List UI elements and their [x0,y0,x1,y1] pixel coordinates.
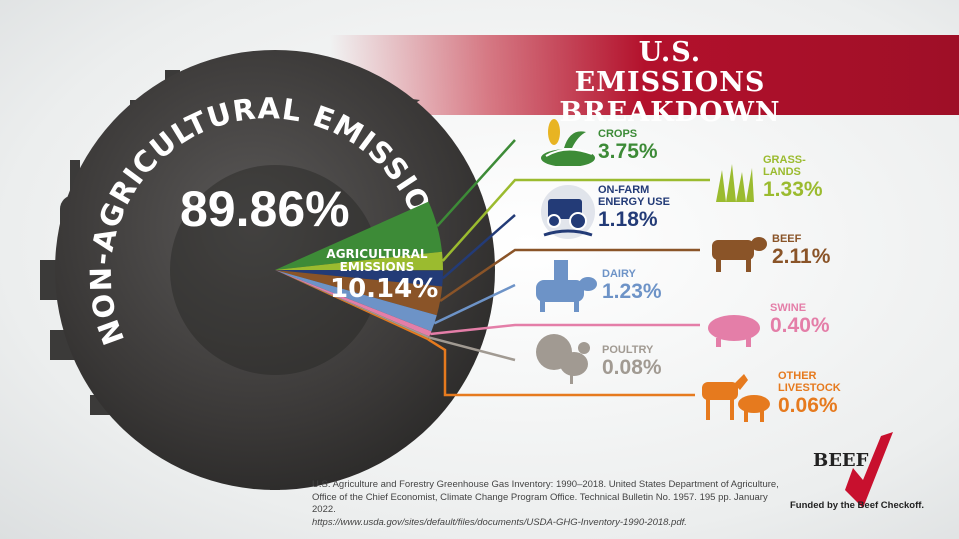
dairy-percent: 1.23% [602,280,662,303]
citation-url[interactable]: https://www.usda.gov/sites/default/files… [312,516,687,528]
other-percent: 0.06% [778,394,838,417]
leader-line-other-livestock [427,338,695,397]
energy-label: ON-FARM ENERGY USE 1.18% [598,184,670,232]
beef-cow-icon [712,237,767,272]
title-line-1: U.S. EMISSIONS [574,37,766,98]
dairy-cow-icon [536,260,597,312]
beef-name: BEEF [772,233,802,245]
leader-line-beef [439,248,700,303]
agricultural-percent: 10.14% [330,274,439,304]
leader-line-swine [430,323,700,336]
slice-crops [275,201,443,270]
grass-name-line-1: GRASS- [763,154,806,166]
non-agricultural-percent: 89.86% [180,181,350,237]
beef-percent: 2.11% [772,245,831,268]
other-name-line-1: OTHER [778,370,817,382]
slice-beef [275,270,443,316]
citation-line-1: U.S. Agriculture and Forestry Greenhouse… [312,479,779,490]
beef-label: BEEF 2.11% [772,233,830,269]
slice-dairy [275,270,437,332]
other-livestock-label: OTHER LIVESTOCK 0.06% [778,370,841,418]
leader-line-grass-lands [441,178,710,262]
swine-percent: 0.40% [770,314,830,337]
slice-grass-lands [275,251,443,271]
agricultural-label-line-1: AGRICULTURAL [326,247,428,261]
grass-icon [716,164,754,202]
energy-name-line-2: ENERGY USE [598,196,670,208]
grasslands-label: GRASS- LANDS 1.33% [763,154,823,202]
slice-on-farm-energy-use [275,270,443,287]
logo-text: BEEF [813,450,869,471]
swine-name: SWINE [770,302,807,314]
poultry-name: POULTRY [602,344,654,356]
leader-line-on-farm-energy-use [441,214,516,280]
agricultural-label: AGRICULTURAL EMISSIONS [312,248,442,274]
tractor-icon [541,185,595,239]
energy-name-line-1: ON-FARM [598,184,650,196]
leader-line-poultry [428,336,516,362]
pig-icon [708,315,760,347]
poultry-label: POULTRY 0.08% [602,344,662,380]
funded-by-text: Funded by the Beef Checkoff. [790,500,925,511]
crops-percent: 3.75% [598,140,658,163]
dairy-name: DAIRY [602,268,636,280]
swine-label: SWINE 0.40% [770,302,830,338]
leader-lines [427,139,710,397]
poultry-percent: 0.08% [602,356,662,379]
citation-line-2: Office of the Chief Economist, Climate C… [312,491,768,516]
horse-sheep-icon [702,374,770,422]
leader-line-crops [436,139,516,228]
beef-checkoff-logo: BEEF [813,432,893,508]
other-name-line-2: LIVESTOCK [778,382,841,394]
agricultural-label-line-2: EMISSIONS [339,260,415,274]
crops-label: CROPS 3.75% [598,128,658,164]
page-title: U.S. EMISSIONS BREAKDOWN [540,38,800,128]
title-banner [330,35,959,115]
slice-poultry [275,270,430,339]
slice-other-livestock [275,270,429,341]
leader-line-dairy [433,283,516,325]
energy-percent: 1.18% [598,208,658,231]
slice-swine [275,270,432,337]
crops-icon [541,119,595,166]
grass-percent: 1.33% [763,178,823,201]
poultry-icon [536,334,590,384]
crops-name: CROPS [598,128,638,140]
agricultural-slices [275,201,443,341]
source-citation: U.S. Agriculture and Forestry Greenhouse… [312,479,792,529]
title-line-2: BREAKDOWN [559,97,781,128]
dairy-label: DAIRY 1.23% [602,268,662,304]
grass-name-line-2: LANDS [763,166,801,178]
